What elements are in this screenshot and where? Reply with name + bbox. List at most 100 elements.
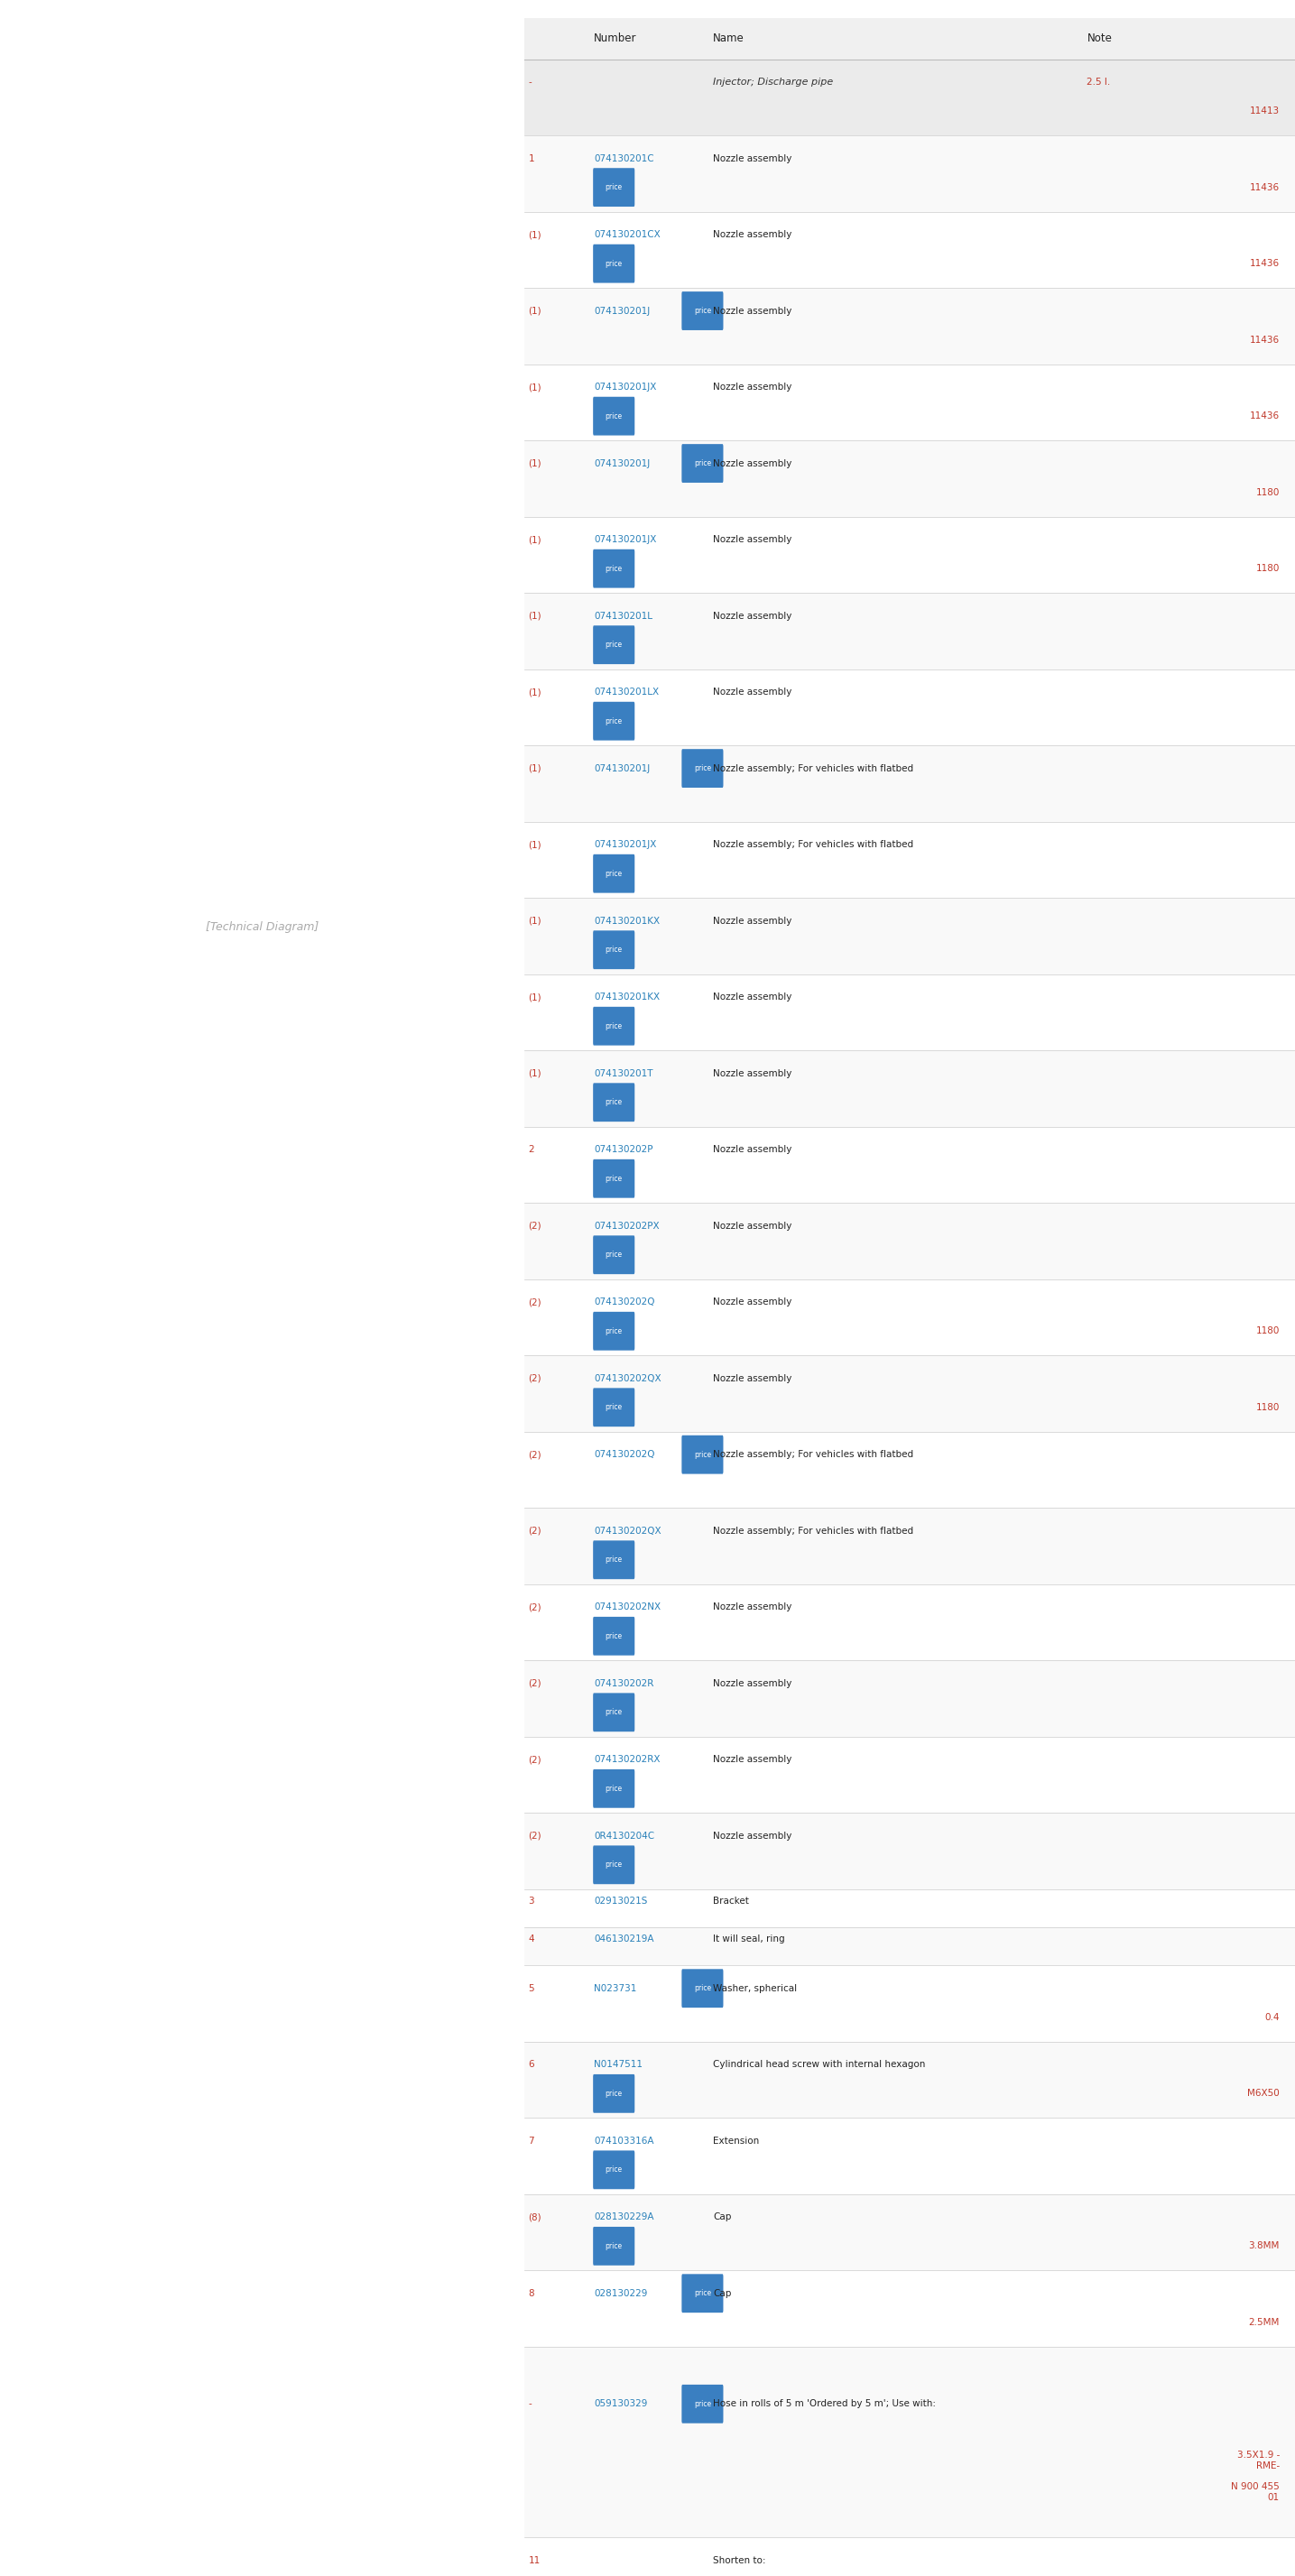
Text: Nozzle assembly; For vehicles with flatbed: Nozzle assembly; For vehicles with flatb… [714, 765, 914, 773]
Text: price: price [694, 459, 711, 466]
Text: 3.5X1.9 -
RME-

N 900 455
01: 3.5X1.9 - RME- N 900 455 01 [1232, 2450, 1279, 2501]
FancyBboxPatch shape [593, 2226, 635, 2264]
Text: 1180: 1180 [1256, 487, 1279, 497]
Text: 028130229: 028130229 [594, 2290, 648, 2298]
Bar [524, 1888, 1295, 1927]
Text: 074130201KX: 074130201KX [594, 917, 660, 925]
Text: -: - [528, 2398, 532, 2409]
Text: 4: 4 [528, 1935, 535, 1942]
FancyBboxPatch shape [593, 1844, 635, 1883]
Text: (1): (1) [528, 384, 541, 392]
Text: Name: Name [714, 33, 745, 44]
Text: 074130201L: 074130201L [594, 611, 653, 621]
Text: 074130201C: 074130201C [594, 155, 654, 162]
FancyBboxPatch shape [593, 626, 635, 665]
Text: 074130202RX: 074130202RX [594, 1754, 660, 1765]
Bar [524, 2537, 1295, 2576]
Text: N0147511: N0147511 [594, 2061, 642, 2069]
Text: Nozzle assembly: Nozzle assembly [714, 155, 793, 162]
Text: (2): (2) [528, 1754, 541, 1765]
Text: price: price [605, 716, 623, 726]
Bar [524, 899, 1295, 974]
Bar [524, 137, 1295, 211]
Bar [524, 974, 1295, 1051]
FancyBboxPatch shape [593, 167, 635, 206]
Text: 5: 5 [528, 1984, 535, 1994]
Text: Hose in rolls of 5 m 'Ordered by 5 m'; Use with:: Hose in rolls of 5 m 'Ordered by 5 m'; U… [714, 2398, 936, 2409]
Text: 074130201J: 074130201J [594, 307, 650, 314]
Text: 0.4: 0.4 [1265, 2012, 1279, 2022]
FancyBboxPatch shape [593, 1311, 635, 1350]
Text: Nozzle assembly: Nozzle assembly [714, 1832, 793, 1839]
Text: (1): (1) [528, 536, 541, 544]
Text: (2): (2) [528, 1528, 541, 1535]
Bar [524, 1280, 1295, 1355]
Bar [524, 1432, 1295, 1507]
FancyBboxPatch shape [681, 1968, 724, 2007]
Text: Nozzle assembly: Nozzle assembly [714, 1602, 793, 1613]
FancyBboxPatch shape [681, 1435, 724, 1473]
Text: price: price [605, 1633, 623, 1641]
Text: price: price [605, 1327, 623, 1334]
Text: -: - [528, 77, 532, 88]
Bar [524, 1051, 1295, 1126]
Text: 074130201LX: 074130201LX [594, 688, 659, 696]
Text: price: price [605, 945, 623, 953]
Text: 11436: 11436 [1250, 260, 1279, 268]
Text: 1180: 1180 [1256, 1327, 1279, 1334]
Text: 2: 2 [528, 1146, 535, 1154]
Text: (2): (2) [528, 1373, 541, 1383]
Text: 074130201KX: 074130201KX [594, 992, 660, 1002]
Text: 074130202Q: 074130202Q [594, 1298, 655, 1306]
Bar [524, 18, 1295, 59]
Bar [524, 1662, 1295, 1736]
Text: price: price [605, 183, 623, 191]
FancyBboxPatch shape [681, 2385, 724, 2424]
Text: price: price [605, 260, 623, 268]
Text: price: price [605, 871, 623, 878]
Text: price: price [605, 1785, 623, 1793]
Text: Nozzle assembly: Nozzle assembly [714, 1069, 793, 1077]
Text: 074130201J: 074130201J [594, 765, 650, 773]
Text: (2): (2) [528, 1221, 541, 1231]
Text: Nozzle assembly: Nozzle assembly [714, 307, 793, 314]
Text: (1): (1) [528, 307, 541, 314]
Text: Washer, spherical: Washer, spherical [714, 1984, 798, 1994]
Text: price: price [694, 1450, 711, 1458]
Text: price: price [605, 412, 623, 420]
Text: Number: Number [594, 33, 637, 44]
FancyBboxPatch shape [593, 1007, 635, 1046]
Text: 11436: 11436 [1250, 335, 1279, 345]
Bar [524, 1355, 1295, 1432]
Text: (1): (1) [528, 1069, 541, 1077]
Bar [524, 744, 1295, 822]
Text: 074103316A: 074103316A [594, 2136, 654, 2146]
Text: price: price [694, 307, 711, 314]
Text: (1): (1) [528, 611, 541, 621]
Text: Nozzle assembly: Nozzle assembly [714, 1221, 793, 1231]
FancyBboxPatch shape [593, 1692, 635, 1731]
Bar [524, 1203, 1295, 1280]
Text: price: price [694, 765, 711, 773]
Text: 074130202Q: 074130202Q [594, 1450, 655, 1458]
Bar [524, 822, 1295, 899]
Text: Extension: Extension [714, 2136, 759, 2146]
Text: price: price [694, 2401, 711, 2409]
Text: (1): (1) [528, 992, 541, 1002]
Text: M6X50: M6X50 [1247, 2089, 1279, 2097]
Bar [524, 211, 1295, 289]
Text: (1): (1) [528, 840, 541, 850]
Text: price: price [605, 1175, 623, 1182]
Text: Nozzle assembly: Nozzle assembly [714, 1146, 793, 1154]
Text: 11: 11 [528, 2555, 540, 2566]
FancyBboxPatch shape [681, 2275, 724, 2313]
Text: (2): (2) [528, 1602, 541, 1613]
Text: 02913021S: 02913021S [594, 1896, 648, 1906]
Text: Nozzle assembly: Nozzle assembly [714, 536, 793, 544]
Bar [524, 1584, 1295, 1662]
Text: 7: 7 [528, 2136, 535, 2146]
FancyBboxPatch shape [593, 855, 635, 894]
Text: 6: 6 [528, 2061, 535, 2069]
Text: (1): (1) [528, 229, 541, 240]
Text: Nozzle assembly; For vehicles with flatbed: Nozzle assembly; For vehicles with flatb… [714, 1528, 914, 1535]
